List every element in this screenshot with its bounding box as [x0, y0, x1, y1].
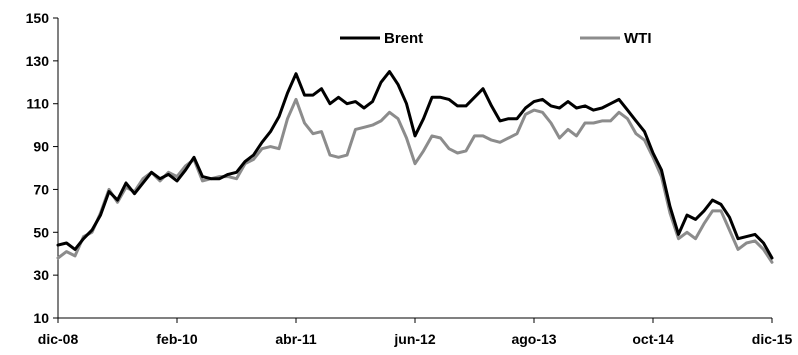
x-tick-label: feb-10 — [156, 331, 197, 347]
y-tick-label: 110 — [26, 96, 49, 112]
legend-label-brent: Brent — [384, 30, 423, 47]
y-tick-label: 150 — [26, 10, 50, 26]
y-tick-label: 70 — [33, 181, 49, 197]
chart-series — [56, 70, 774, 264]
y-tick-label: 90 — [33, 139, 49, 155]
chart-legend: Brent WTI — [340, 30, 652, 47]
y-tick-label: 130 — [26, 53, 50, 69]
x-tick-label: ago-13 — [511, 331, 556, 347]
y-tick-label: 50 — [33, 224, 49, 240]
series-line-wti — [56, 97, 774, 264]
x-tick-label: abr-11 — [275, 331, 316, 347]
x-tick-label: dic-08 — [38, 331, 79, 347]
x-tick-label: jun-12 — [393, 331, 435, 347]
chart-axes: 10 30 50 70 90 110 130 150 dic-08 feb-10 abr-11 jun… — [26, 10, 793, 347]
x-tick-label: dic-15 — [752, 331, 793, 347]
y-tick-label: 30 — [33, 267, 49, 283]
y-tick-label: 10 — [33, 310, 49, 326]
legend-label-wti: WTI — [624, 30, 652, 47]
series-line-brent — [56, 70, 774, 260]
x-tick-label: oct-14 — [632, 331, 673, 347]
